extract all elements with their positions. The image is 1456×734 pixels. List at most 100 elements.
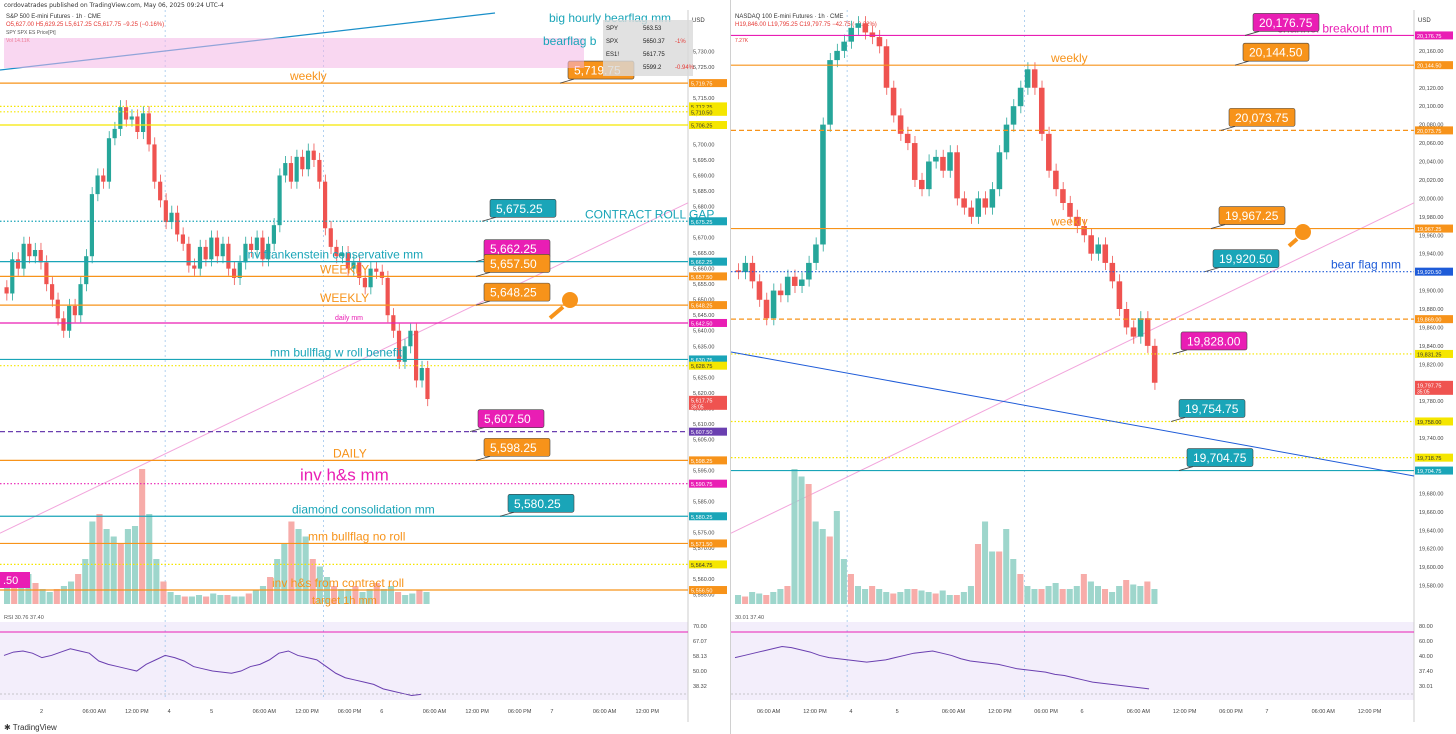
price-callout-box bbox=[1228, 108, 1296, 127]
candle-body bbox=[1144, 318, 1151, 346]
price-tag-label: 5,590.75 bbox=[691, 482, 712, 488]
candle-body bbox=[294, 156, 299, 182]
price-tag-label: 5,607.50 bbox=[691, 430, 712, 436]
rsi-scale-label: 60.00 bbox=[1419, 639, 1433, 645]
price-callout-pointer bbox=[1170, 417, 1186, 422]
level-annotation: inv h&s from contract roll bbox=[272, 576, 404, 590]
x-tick-label: 06:00 PM bbox=[1034, 709, 1058, 715]
level-annotation: weekly bbox=[1050, 215, 1088, 229]
bearflag-label: bearflag b bbox=[543, 34, 597, 48]
volume-bar bbox=[876, 589, 883, 604]
volume-bar bbox=[805, 484, 812, 604]
candle-body bbox=[1109, 262, 1116, 282]
y-tick-label: 19,900.00 bbox=[1419, 289, 1443, 295]
volume-bar bbox=[1024, 586, 1031, 604]
rsi-label: 30.01 37.40 bbox=[735, 615, 764, 621]
price-callout-label: 5,580.25 bbox=[514, 497, 561, 511]
volume-bar bbox=[742, 596, 749, 604]
volume-bar bbox=[82, 559, 89, 604]
y-tick-label: 19,620.00 bbox=[1419, 547, 1443, 553]
y-tick-label: 19,580.00 bbox=[1419, 584, 1443, 590]
candle-body bbox=[770, 290, 777, 319]
price-callout-pointer bbox=[475, 272, 491, 277]
volume-bar bbox=[210, 593, 217, 604]
candle-body bbox=[254, 237, 259, 250]
y-tick-label: 5,690.00 bbox=[693, 173, 714, 179]
volume-bar bbox=[763, 595, 770, 604]
price-callout-label: 5,657.50 bbox=[490, 257, 537, 271]
x-tick-label: 4 bbox=[849, 709, 852, 715]
volume-bar bbox=[1151, 589, 1158, 604]
candle-body bbox=[351, 262, 356, 269]
level-annotation: weekly bbox=[1050, 51, 1088, 65]
candle-body bbox=[799, 279, 805, 286]
candle-body bbox=[311, 150, 316, 160]
candle-body bbox=[243, 243, 248, 263]
price-callout-box bbox=[483, 254, 551, 273]
x-tick-label: 06:00 PM bbox=[338, 709, 362, 715]
price-tag bbox=[689, 355, 727, 364]
y-tick-label: 5,625.00 bbox=[693, 375, 714, 381]
candle-body bbox=[940, 156, 946, 171]
price-callout-box bbox=[1252, 13, 1320, 32]
candle-body bbox=[38, 250, 43, 263]
rsi-background bbox=[0, 622, 688, 700]
x-tick-label: 06:00 AM bbox=[1127, 709, 1151, 715]
volume-bar bbox=[777, 589, 784, 604]
x-tick-label: 12:00 PM bbox=[1358, 709, 1382, 715]
rsi-line bbox=[734, 646, 1150, 690]
volume-bar bbox=[1066, 589, 1073, 604]
y-tick-label: 5,620.00 bbox=[693, 391, 714, 397]
price-callout-box bbox=[477, 409, 545, 428]
y-tick-label: 19,980.00 bbox=[1419, 215, 1443, 221]
table-value: 5599.2 bbox=[643, 65, 662, 71]
candle-body bbox=[1067, 202, 1073, 217]
price-callout-label: 19,828.00 bbox=[1187, 334, 1241, 348]
price-tag bbox=[689, 539, 727, 548]
candle-body bbox=[186, 243, 191, 266]
candle-body bbox=[89, 194, 94, 257]
price-tag-label: 20,073.75 bbox=[1417, 129, 1441, 135]
price-tag-label: 19,869.00 bbox=[1417, 318, 1441, 324]
price-tag bbox=[689, 586, 727, 595]
volume-bar bbox=[338, 589, 345, 604]
y-tick-label: 5,725.00 bbox=[693, 65, 714, 71]
candle-body bbox=[322, 181, 328, 229]
price-tag-label: 5,675.25 bbox=[691, 220, 712, 226]
rsi-scale-label: 30.01 bbox=[1419, 684, 1433, 690]
price-callout-box bbox=[1186, 448, 1254, 467]
candle-body bbox=[106, 138, 112, 182]
candle-body bbox=[1038, 87, 1045, 134]
volume-bar bbox=[359, 592, 366, 604]
price-tag-label: 19,718.75 bbox=[1417, 456, 1441, 462]
volume-bar bbox=[103, 529, 110, 604]
y-tick-label: 5,640.00 bbox=[693, 329, 714, 335]
volume-bar bbox=[167, 592, 174, 604]
price-callout-label: 5,648.25 bbox=[490, 286, 537, 300]
candle-body bbox=[862, 23, 869, 33]
volume-bar bbox=[819, 529, 826, 604]
candle-body bbox=[101, 175, 106, 182]
y-tick-label: 5,695.00 bbox=[693, 158, 714, 164]
volume-bar bbox=[939, 590, 946, 604]
price-callout-box bbox=[1218, 206, 1286, 225]
y-tick-label: 19,660.00 bbox=[1419, 510, 1443, 516]
price-tag bbox=[1415, 267, 1453, 276]
volume-bar bbox=[96, 514, 103, 604]
volume-bar bbox=[67, 581, 75, 604]
y-tick-label: 19,600.00 bbox=[1419, 565, 1443, 571]
volume-bar bbox=[932, 593, 939, 604]
candle-body bbox=[334, 246, 339, 257]
candle-body bbox=[27, 243, 32, 257]
y-tick-label: 5,700.00 bbox=[693, 142, 714, 148]
volume-bar bbox=[1003, 529, 1010, 604]
volume-bar bbox=[1017, 574, 1024, 604]
candle-body bbox=[197, 246, 203, 269]
price-tag-label: 5,706.25 bbox=[691, 124, 712, 130]
x-tick-label: 2 bbox=[40, 709, 43, 715]
y-tick-label: 5,665.00 bbox=[693, 251, 714, 257]
price-tag bbox=[689, 79, 727, 88]
right-chart-nq[interactable]: NASDAQ 100 E-mini Futures · 1h · CME H19,… bbox=[731, 10, 1456, 722]
left-chart-es[interactable]: S&P 500 E-mini Futures · 1h · CME O5,627.… bbox=[0, 10, 730, 722]
price-tag-label: 5,719.75 bbox=[691, 82, 712, 88]
